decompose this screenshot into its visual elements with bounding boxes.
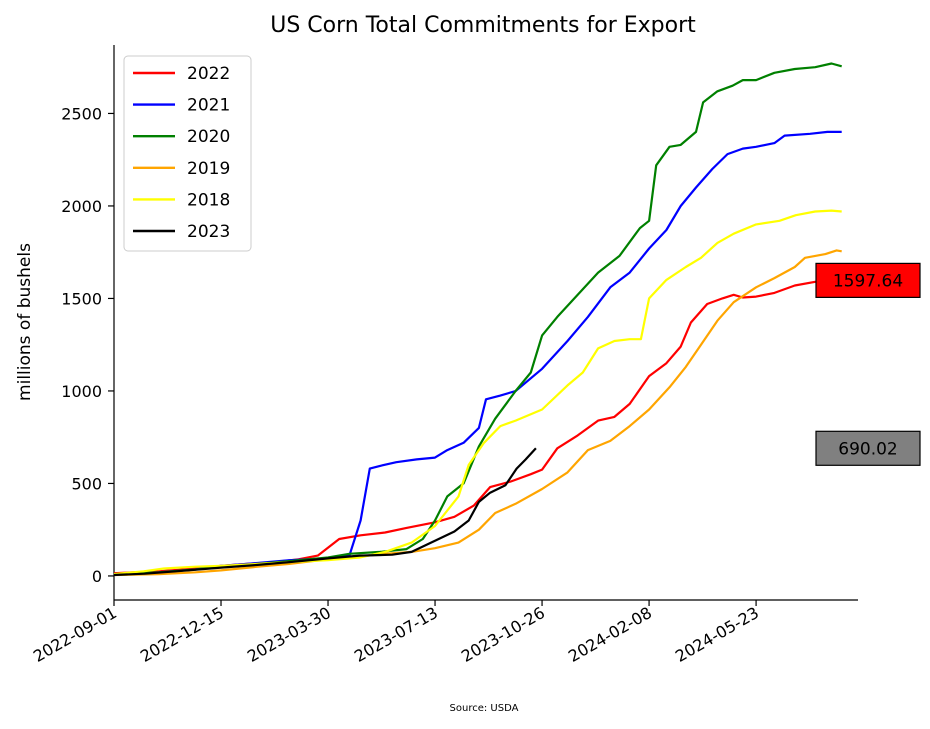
x-tick-label: 2024-05-23 (672, 603, 762, 666)
legend-label: 2022 (187, 64, 230, 84)
x-tick-label: 2023-07-13 (351, 603, 441, 666)
series-line-2023 (113, 447, 537, 577)
x-tick-label: 2022-12-15 (137, 603, 227, 666)
x-tick-label: 2023-10-26 (458, 603, 548, 666)
legend-entry: 2018 (133, 190, 230, 210)
series-layer (113, 62, 842, 577)
value-badge: 690.02 (815, 430, 921, 466)
value-badge-box (815, 430, 921, 466)
legend-label: 2020 (187, 127, 230, 147)
legend-label: 2019 (187, 159, 230, 179)
legend-label: 2018 (187, 190, 230, 210)
legend: 2022 2021 2020 2019 2018 2023 (123, 55, 252, 252)
legend-entry: 2021 (133, 96, 230, 116)
legend-entry: 2022 (133, 64, 230, 84)
source-note: Source: USDA (450, 703, 519, 714)
annotations: 1597.64 690.02 (815, 262, 921, 466)
y-tick-label: 0 (92, 567, 102, 586)
chart-title: US Corn Total Commitments for Export (270, 13, 696, 38)
value-badge: 1597.64 (815, 262, 921, 298)
legend-label: 2023 (187, 222, 230, 242)
x-tick-label: 2023-03-30 (244, 603, 334, 666)
y-tick-label: 2000 (61, 197, 102, 216)
series-line-2019 (113, 249, 842, 577)
y-tick-label: 1500 (61, 289, 102, 308)
value-badge-label: 1597.64 (833, 271, 903, 291)
series-line-2020 (113, 62, 842, 576)
y-tick-label: 2500 (61, 104, 102, 123)
x-tick-label: 2024-02-08 (565, 603, 655, 666)
value-badge-label: 690.02 (838, 439, 897, 459)
y-axis-label: millions of bushels (15, 243, 35, 401)
legend-entry: 2019 (133, 159, 230, 179)
series-line-2018 (113, 209, 842, 576)
legend-entry: 2023 (133, 222, 230, 242)
x-tick-label: 2022-09-01 (30, 603, 120, 666)
y-tick-label: 500 (71, 474, 102, 493)
y-tick-label: 1000 (61, 382, 102, 401)
legend-label: 2021 (187, 96, 230, 116)
legend-entry: 2020 (133, 127, 230, 147)
value-badge-box (815, 262, 921, 298)
